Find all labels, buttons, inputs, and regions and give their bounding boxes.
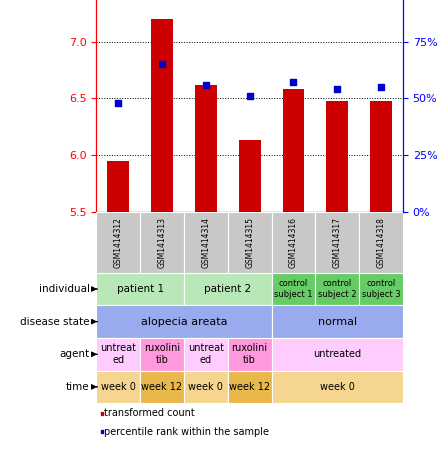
Text: alopecia areata: alopecia areata xyxy=(141,317,227,327)
Bar xyxy=(96,371,140,403)
Text: control
subject 1: control subject 1 xyxy=(274,280,313,299)
Text: untreat
ed: untreat ed xyxy=(188,343,224,365)
Bar xyxy=(140,371,184,403)
Bar xyxy=(184,212,228,273)
Bar xyxy=(140,212,184,273)
Bar xyxy=(96,273,184,305)
Text: disease state: disease state xyxy=(20,317,90,327)
Bar xyxy=(101,430,103,434)
Text: patient 1: patient 1 xyxy=(117,284,164,294)
Bar xyxy=(272,212,315,273)
Text: individual: individual xyxy=(39,284,90,294)
Text: GSM1414315: GSM1414315 xyxy=(245,217,254,268)
Text: week 12: week 12 xyxy=(141,382,183,392)
Bar xyxy=(151,19,173,212)
Point xyxy=(378,83,385,91)
Bar xyxy=(184,273,272,305)
Bar xyxy=(315,273,359,305)
Text: normal: normal xyxy=(318,317,357,327)
Bar xyxy=(370,101,392,212)
Bar xyxy=(101,412,103,415)
Text: untreated: untreated xyxy=(313,349,361,359)
Point xyxy=(334,86,341,93)
Text: control
subject 3: control subject 3 xyxy=(362,280,400,299)
Bar xyxy=(239,140,261,212)
Text: GSM1414313: GSM1414313 xyxy=(158,217,166,268)
Bar xyxy=(272,371,403,403)
Text: percentile rank within the sample: percentile rank within the sample xyxy=(103,427,268,437)
Point xyxy=(246,92,253,100)
Bar xyxy=(228,212,272,273)
Text: ruxolini
tib: ruxolini tib xyxy=(144,343,180,365)
Text: GSM1414318: GSM1414318 xyxy=(377,217,385,268)
Text: week 0: week 0 xyxy=(188,382,223,392)
Text: GSM1414316: GSM1414316 xyxy=(289,217,298,268)
Text: patient 2: patient 2 xyxy=(204,284,251,294)
Bar xyxy=(326,101,348,212)
Bar xyxy=(96,305,272,338)
Bar xyxy=(184,371,228,403)
Bar xyxy=(107,161,129,212)
Bar xyxy=(140,338,184,371)
Bar xyxy=(359,212,403,273)
Text: control
subject 2: control subject 2 xyxy=(318,280,357,299)
Text: week 0: week 0 xyxy=(101,382,136,392)
Bar xyxy=(228,338,272,371)
Text: GSM1414314: GSM1414314 xyxy=(201,217,210,268)
Bar xyxy=(96,338,140,371)
Point xyxy=(202,81,209,88)
Text: time: time xyxy=(66,382,90,392)
Point xyxy=(115,99,122,106)
Text: agent: agent xyxy=(60,349,90,359)
Text: untreat
ed: untreat ed xyxy=(100,343,136,365)
Text: transformed count: transformed count xyxy=(103,408,194,419)
Text: GSM1414312: GSM1414312 xyxy=(114,217,123,268)
Text: GSM1414317: GSM1414317 xyxy=(333,217,342,268)
Bar xyxy=(195,85,217,212)
Bar xyxy=(272,305,403,338)
Bar xyxy=(272,338,403,371)
Bar xyxy=(96,212,140,273)
Point xyxy=(159,61,166,68)
Bar xyxy=(272,273,315,305)
Text: week 12: week 12 xyxy=(229,382,270,392)
Bar xyxy=(359,273,403,305)
Bar xyxy=(184,338,228,371)
Bar xyxy=(315,212,359,273)
Text: week 0: week 0 xyxy=(320,382,355,392)
Bar xyxy=(228,371,272,403)
Text: ruxolini
tib: ruxolini tib xyxy=(232,343,268,365)
Bar xyxy=(283,89,304,212)
Point xyxy=(290,79,297,86)
